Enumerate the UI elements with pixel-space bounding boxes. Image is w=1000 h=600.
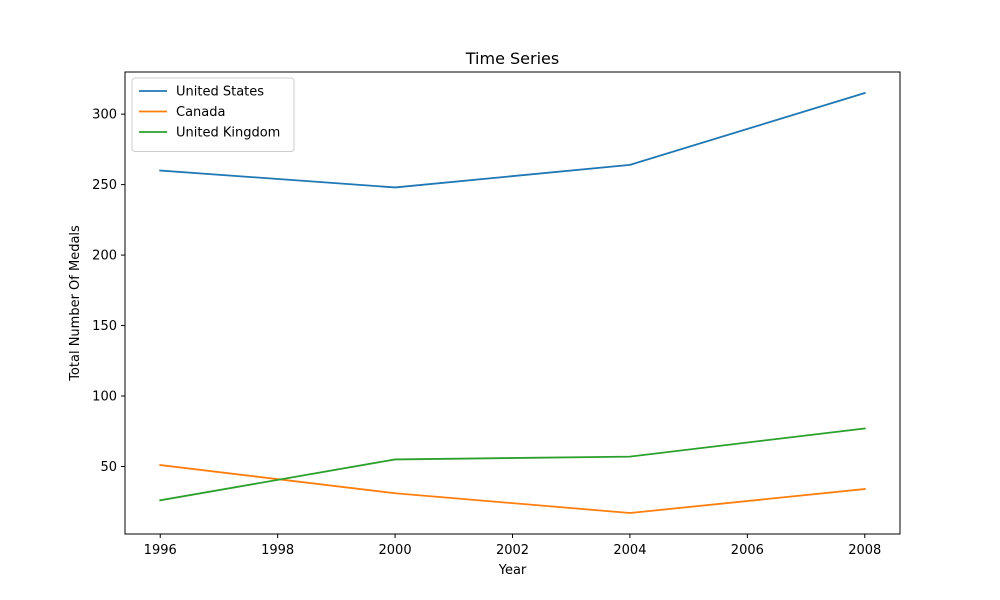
x-tick-label: 1998	[261, 543, 294, 558]
x-tick-label: 2002	[496, 543, 529, 558]
legend-label-0: United States	[176, 85, 264, 100]
x-tick-label: 2004	[613, 543, 646, 558]
series-line-2	[159, 427, 866, 502]
plot-area: 1996 1998 2000 2002 2004 2006 2008 50 100 150 200 2…	[92, 71, 901, 558]
series-line-0	[159, 91, 866, 189]
legend-label-1: Canada	[176, 105, 225, 120]
x-tick-label: 2000	[379, 543, 412, 558]
y-axis-label: Total Number Of Medals	[68, 225, 83, 382]
y-tick-label: 300	[92, 108, 117, 123]
y-tick-label: 100	[92, 390, 117, 405]
legend: United States Canada United Kingdom	[131, 77, 295, 152]
y-tick-label: 250	[92, 178, 117, 193]
y-tick-label: 200	[92, 249, 117, 264]
x-tick-label: 1996	[144, 543, 177, 558]
y-tick-label: 50	[100, 460, 117, 475]
x-axis-label: Year	[498, 563, 527, 578]
chart-title: Time Series	[465, 49, 559, 68]
legend-label-2: United Kingdom	[176, 126, 280, 141]
x-tick-label: 2008	[848, 543, 881, 558]
y-tick-label: 150	[92, 319, 117, 334]
legend-box	[131, 77, 295, 152]
x-tick-label: 2006	[731, 543, 764, 558]
